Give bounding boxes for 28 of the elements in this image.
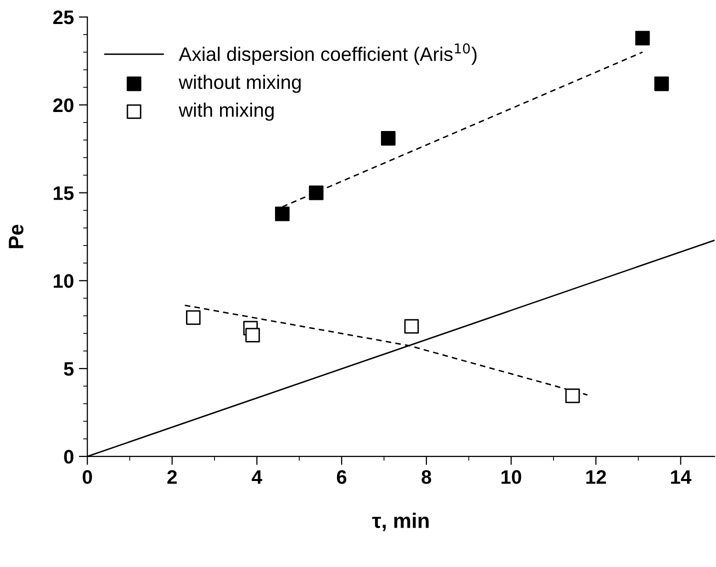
point [404, 319, 419, 334]
y-tick-label: 20 [53, 98, 74, 112]
legend-label: with mixing [178, 102, 274, 121]
x-tick-label: 12 [586, 470, 606, 484]
x-tick-label: 14 [671, 470, 692, 484]
x-tick-label: 4 [252, 470, 262, 484]
y-tick-label: 5 [64, 362, 74, 376]
y-tick-label: 0 [64, 450, 74, 464]
x-tick-label: 6 [336, 470, 346, 484]
x-axis-title: τ, min [372, 512, 429, 532]
x-tick-label: 10 [502, 470, 522, 484]
point [275, 206, 290, 222]
point [654, 76, 669, 92]
legend-label: without mixing [178, 74, 301, 93]
point [308, 185, 324, 200]
point [245, 328, 260, 342]
y-axis-title: Pe [8, 224, 24, 248]
y-tick-label: 15 [54, 186, 74, 200]
point [380, 131, 396, 146]
y-tick-label: 25 [53, 10, 74, 24]
x-tick-label: 2 [167, 470, 177, 484]
legend-label: Axial dispersion coefficient (Aris$^{10}$) [178, 43, 477, 65]
y-tick-label: 10 [54, 274, 74, 288]
x-tick-label: 8 [422, 470, 432, 484]
x-tick-label: 0 [82, 470, 92, 484]
point [186, 310, 201, 325]
point [565, 388, 580, 404]
point [635, 30, 650, 46]
